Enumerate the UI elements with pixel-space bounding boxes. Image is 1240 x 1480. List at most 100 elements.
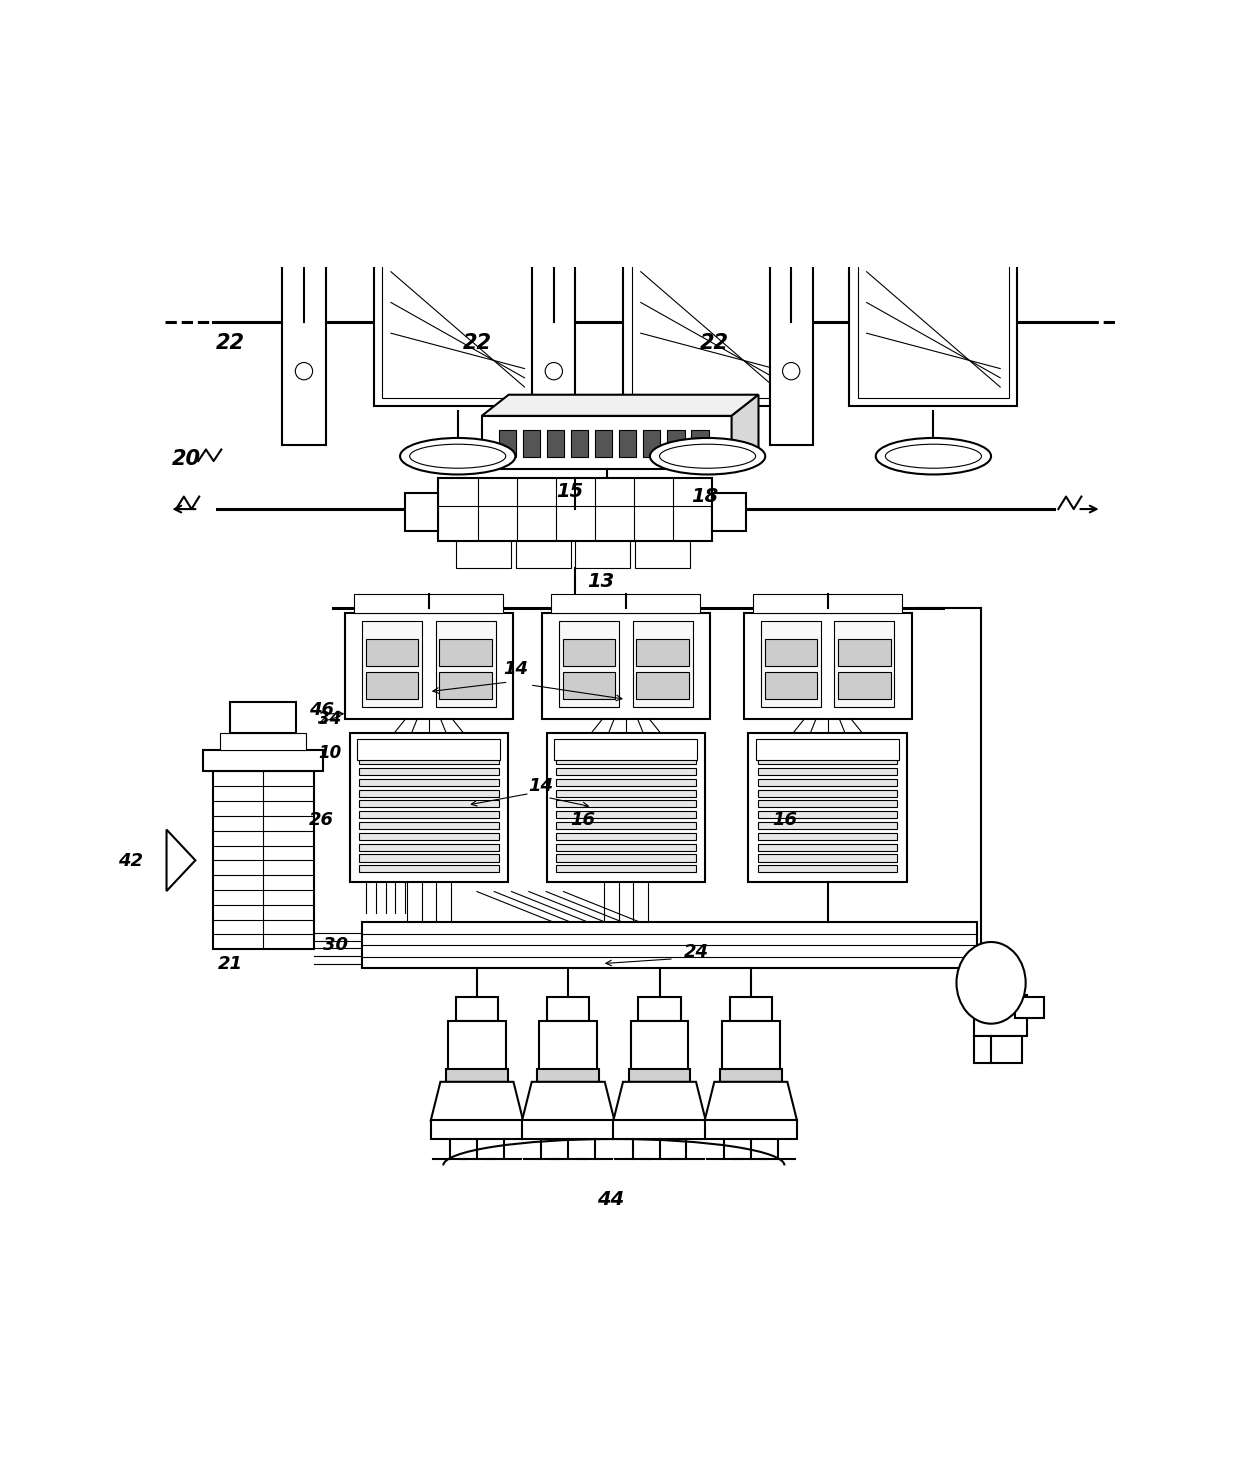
Bar [382,256,533,398]
Bar [498,431,516,457]
Text: 21: 21 [217,955,243,974]
Bar [758,821,898,829]
Bar [631,1021,688,1072]
Bar [758,811,898,818]
Bar [1016,998,1044,1018]
Bar [973,996,1027,1036]
Bar [559,620,619,707]
Bar [722,1021,780,1072]
Bar [758,866,898,872]
Bar [439,639,492,666]
Text: 22: 22 [463,333,491,354]
Text: 22: 22 [699,333,729,354]
Bar [758,801,898,808]
Bar [729,998,773,1021]
Bar [360,811,498,818]
Bar [572,431,589,457]
Bar [614,1120,706,1140]
Text: 13: 13 [587,571,614,591]
Bar [456,998,498,1021]
Bar [355,593,503,613]
Bar [644,431,661,457]
Bar [667,431,684,457]
Circle shape [295,363,312,380]
Bar [557,833,696,839]
Ellipse shape [875,438,991,475]
Bar [221,733,306,750]
Bar [635,540,691,568]
Polygon shape [481,395,759,416]
Bar [360,866,498,872]
Bar [360,801,498,808]
Bar [758,854,898,861]
Polygon shape [522,1082,614,1120]
Bar [448,1021,506,1072]
Bar [554,739,697,759]
Bar [563,639,615,666]
Bar [439,478,712,540]
Bar [765,639,817,666]
Bar [756,739,899,759]
Bar [838,672,890,700]
Ellipse shape [401,438,516,475]
Bar [753,593,903,613]
Text: 16: 16 [570,811,595,829]
Bar [547,431,564,457]
Bar [345,613,513,719]
Bar [849,243,1018,406]
Bar [547,998,589,1021]
Bar [557,811,696,818]
Bar [537,234,570,247]
Bar [430,1120,523,1140]
Bar [360,854,498,861]
Text: 42: 42 [119,852,144,870]
Circle shape [546,363,563,380]
Bar [758,746,898,753]
Bar [557,758,696,764]
Bar [373,243,542,406]
Bar [765,672,817,700]
Bar [532,200,575,444]
Bar [435,620,496,707]
Text: 30: 30 [324,935,348,955]
Bar [624,243,791,406]
Bar [632,256,782,398]
Bar [360,790,498,796]
Bar [523,431,541,457]
Bar [557,778,696,786]
Bar [835,620,894,707]
Bar [360,758,498,764]
Bar [539,1021,598,1072]
Text: 44: 44 [596,1190,624,1209]
Ellipse shape [956,941,1025,1024]
Text: 26: 26 [309,811,334,829]
Bar [288,234,321,247]
Bar [749,733,906,882]
Bar [758,758,898,764]
Text: 15: 15 [557,482,584,502]
Polygon shape [166,830,196,891]
Bar [595,431,613,457]
Bar [770,200,812,444]
Text: 14: 14 [528,777,553,795]
Bar [360,778,498,786]
Bar [360,833,498,839]
Bar [636,672,689,700]
Bar [516,540,570,568]
Bar [404,493,439,531]
Ellipse shape [885,444,982,468]
Bar [360,844,498,851]
Bar [636,639,689,666]
Bar [973,1036,1022,1063]
Polygon shape [614,1082,706,1120]
Bar [575,540,630,568]
Bar [557,790,696,796]
Polygon shape [430,1082,523,1120]
Bar [758,778,898,786]
Bar [691,431,708,457]
Bar [758,768,898,776]
Bar [537,1070,599,1082]
Bar [522,1120,614,1140]
Bar [547,733,706,882]
Bar [229,702,296,733]
